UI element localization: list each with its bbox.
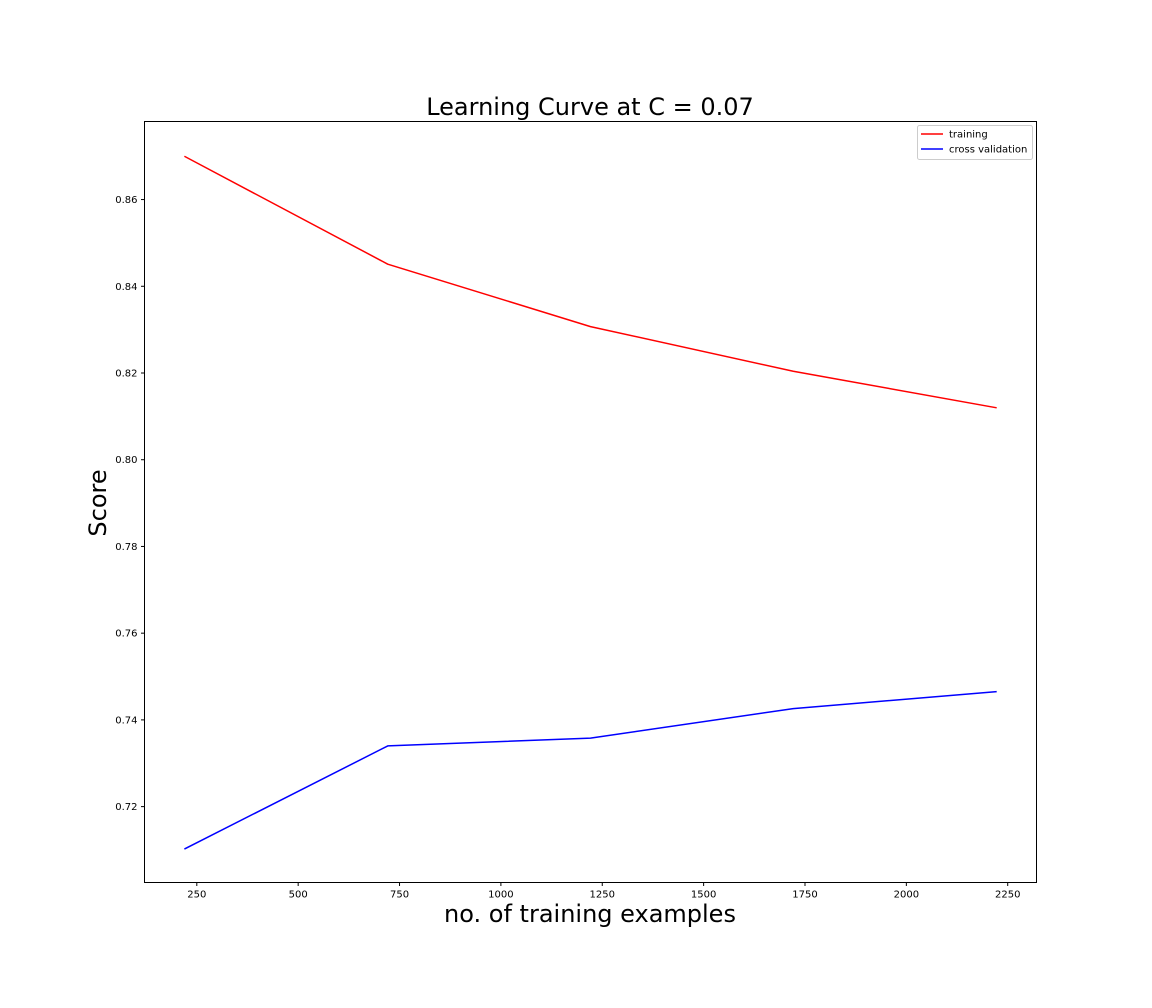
x-tick-label: 750 bbox=[390, 890, 409, 901]
y-tick-label: 0.76 bbox=[115, 629, 137, 640]
x-tick-label: 2000 bbox=[894, 890, 919, 901]
series-line-training bbox=[184, 155, 997, 409]
x-tick-label: 1750 bbox=[792, 890, 817, 901]
x-tick-label: 1250 bbox=[590, 890, 615, 901]
y-tick-label: 0.82 bbox=[115, 368, 137, 379]
series-line-cross-validation bbox=[184, 690, 997, 850]
plot-frame bbox=[144, 121, 1037, 883]
y-tick-label: 0.78 bbox=[115, 542, 137, 553]
y-axis-ticks: 0.72 0.74 0.76 0.78 0.80 0.82 0.84 0.86 bbox=[115, 195, 145, 813]
legend-box bbox=[917, 125, 1033, 160]
chart-title: Learning Curve at C = 0.07 bbox=[426, 93, 754, 121]
x-axis-label: no. of training examples bbox=[444, 900, 736, 928]
y-tick-label: 0.80 bbox=[115, 455, 137, 466]
y-tick-label: 0.72 bbox=[115, 802, 137, 813]
legend: training cross validation bbox=[917, 125, 1033, 160]
y-tick-label: 0.74 bbox=[115, 715, 137, 726]
series-layer bbox=[184, 155, 997, 850]
legend-label: cross validation bbox=[949, 145, 1027, 156]
x-tick-label: 2250 bbox=[995, 890, 1020, 901]
legend-items: training cross validation bbox=[921, 130, 1027, 156]
legend-label: training bbox=[949, 130, 988, 141]
x-axis-ticks: 250 500 750 1000 1250 1500 1750 2000 2250 bbox=[187, 882, 1020, 901]
x-tick-label: 1000 bbox=[488, 890, 513, 901]
x-tick-label: 500 bbox=[289, 890, 308, 901]
x-tick-label: 1500 bbox=[691, 890, 716, 901]
x-tick-label: 250 bbox=[187, 890, 206, 901]
y-tick-label: 0.84 bbox=[115, 282, 137, 293]
plot-area bbox=[144, 121, 1037, 883]
y-axis-label: Score bbox=[84, 469, 112, 536]
y-tick-label: 0.86 bbox=[115, 195, 137, 206]
